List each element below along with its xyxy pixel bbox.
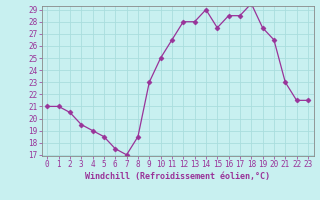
X-axis label: Windchill (Refroidissement éolien,°C): Windchill (Refroidissement éolien,°C) bbox=[85, 172, 270, 181]
